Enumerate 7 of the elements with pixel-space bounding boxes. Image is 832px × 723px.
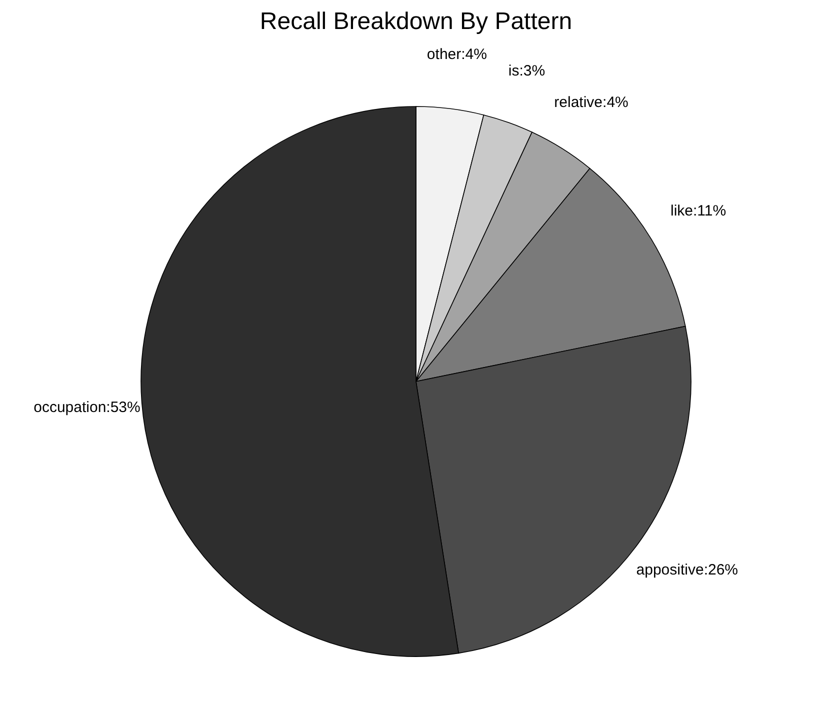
slice-label: other:4%	[426, 46, 487, 64]
slice-label: like:11%	[670, 202, 726, 220]
chart-title: Recall Breakdown By Pattern	[260, 8, 572, 35]
slice-label: appositive:26%	[636, 562, 738, 579]
slice-label: is:3%	[508, 62, 546, 80]
slice-label: relative:4%	[554, 94, 628, 111]
slice-label: occupation:53%	[34, 399, 140, 416]
